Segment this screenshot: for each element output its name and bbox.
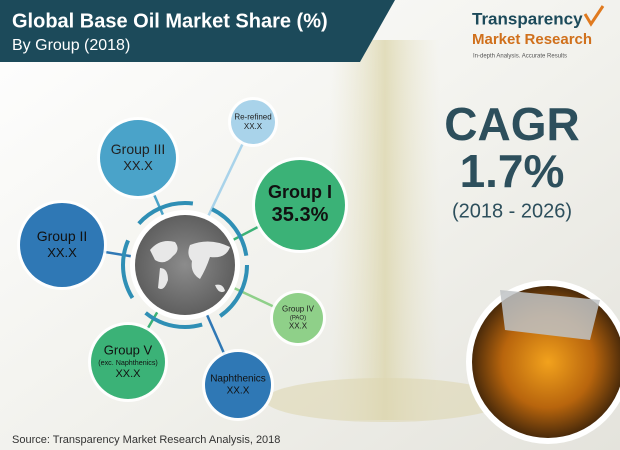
logo-name-2: Market Research: [472, 31, 592, 48]
oil-stream: [330, 40, 440, 420]
node-circle: [231, 100, 275, 144]
node-value: XX.X: [123, 158, 153, 173]
node-circle: [255, 160, 345, 250]
node-value: XX.X: [47, 245, 77, 260]
cagr-period: (2018 - 2026): [452, 200, 572, 222]
node-value: XX.X: [244, 122, 263, 131]
node-circle: [100, 120, 176, 196]
node-label: Re-refined: [234, 112, 271, 121]
node-circle: [20, 203, 104, 287]
node-circle: [205, 352, 271, 418]
source: Source: Transparency Market Research Ana…: [12, 434, 280, 446]
node-label: Group IV: [282, 305, 315, 314]
node-value: XX.X: [227, 386, 250, 397]
world-map: [150, 241, 230, 293]
subtitle: By Group (2018): [12, 37, 130, 54]
node-value: 35.3%: [272, 204, 329, 226]
node-label: Naphthenics: [210, 374, 266, 385]
logo-tagline: In-depth Analysis. Accurate Results: [473, 54, 567, 60]
hub: [135, 215, 235, 315]
cagr-value: 1.7%: [460, 145, 565, 197]
node-value: XX.X: [115, 368, 141, 380]
node-circle: [273, 293, 323, 343]
node-label: Group II: [37, 228, 88, 244]
header-band: [0, 0, 395, 62]
node-label: Group III: [111, 141, 165, 157]
node-value: XX.X: [289, 322, 308, 331]
oil-splash: [265, 378, 505, 422]
node-circle: [91, 325, 165, 399]
logo-name: Transparency: [472, 9, 583, 28]
oil-can: [500, 290, 600, 340]
logo-check: [583, 5, 605, 27]
node-sublabel: (exc. Naphthenics): [98, 359, 158, 367]
node-label: Group I: [268, 182, 332, 202]
cagr-label: CAGR: [444, 98, 579, 150]
hub-ring: [121, 201, 249, 329]
node-label: Group V: [104, 343, 153, 358]
title: Global Base Oil Market Share (%): [12, 10, 328, 32]
node-sublabel: (PAO): [290, 316, 306, 322]
